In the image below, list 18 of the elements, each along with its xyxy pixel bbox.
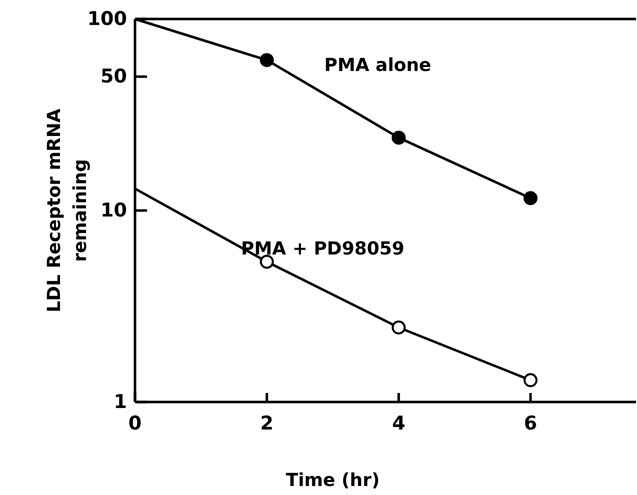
point bbox=[260, 53, 274, 68]
y-tick-label: 100 bbox=[87, 8, 127, 30]
series-label: PMA alone bbox=[324, 54, 432, 76]
point bbox=[260, 254, 274, 269]
y-axis-title: LDL Receptor mRNA remaining bbox=[44, 108, 91, 312]
point bbox=[524, 373, 538, 388]
point bbox=[392, 130, 406, 145]
x-tick-label: 2 bbox=[260, 412, 274, 434]
point bbox=[392, 320, 406, 334]
x-tick-label: 0 bbox=[128, 412, 142, 434]
y-tick-label: 50 bbox=[100, 66, 127, 88]
y-tick-label: 1 bbox=[114, 391, 127, 414]
point bbox=[524, 191, 538, 206]
series-label: PMA + PD98059 bbox=[241, 238, 404, 260]
x-axis-title: Time (hr) bbox=[286, 470, 380, 491]
y-tick-label: 10 bbox=[100, 200, 127, 222]
x-tick-label: 4 bbox=[392, 412, 406, 434]
x-tick-label: 6 bbox=[524, 412, 538, 434]
